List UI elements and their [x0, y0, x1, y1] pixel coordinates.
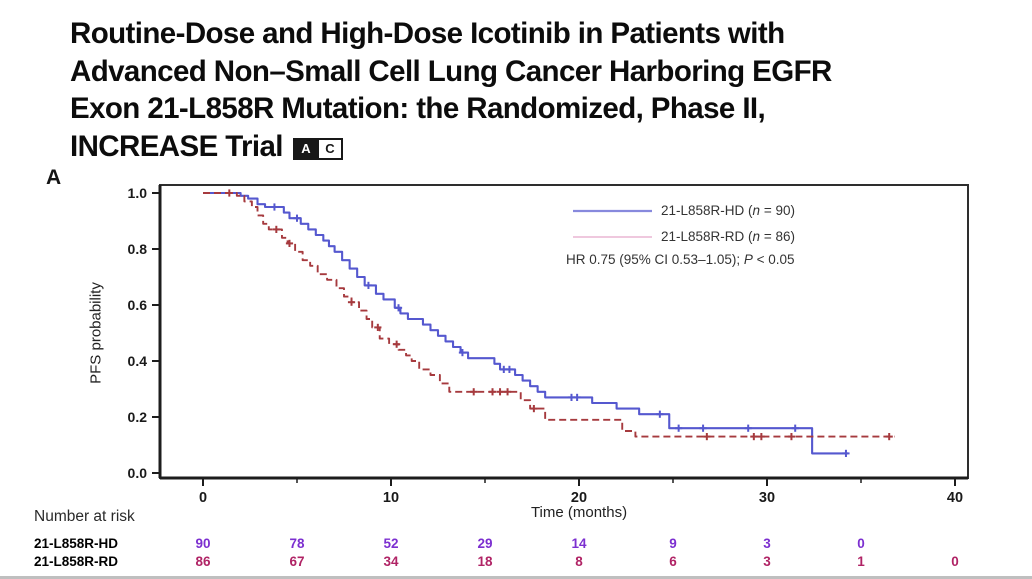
citation-badge-icon: C: [316, 139, 341, 158]
y-tick-label: 0.6: [128, 297, 148, 313]
at-risk-value: 6: [669, 554, 677, 569]
x-tick-label: 0: [199, 490, 207, 506]
title-line-2: Advanced Non–Small Cell Lung Cancer Harb…: [70, 54, 832, 88]
hazard-ratio-annotation: HR 0.75 (95% CI 0.53–1.05); P < 0.05: [566, 252, 795, 267]
at-risk-value: 90: [195, 536, 211, 551]
at-risk-value: 52: [383, 536, 399, 551]
abstract-badge-icon: A: [294, 139, 317, 158]
number-at-risk-title: Number at risk: [34, 508, 135, 525]
at-risk-value: 9: [669, 536, 677, 551]
legend-label-rd: 21-L858R-RD (n = 86): [661, 229, 795, 244]
at-risk-value: 8: [575, 554, 583, 569]
at-risk-value: 3: [763, 554, 771, 569]
y-tick-label: 0.8: [128, 241, 148, 257]
at-risk-value: 1: [857, 554, 865, 569]
at-risk-value: 3: [763, 536, 771, 551]
at-risk-value: 78: [289, 536, 305, 551]
title-line-1: Routine-Dose and High-Dose Icotinib in P…: [70, 17, 785, 50]
slide-bottom-edge: [0, 576, 1032, 579]
at-risk-value: 0: [951, 554, 959, 569]
at-risk-value: 34: [383, 554, 399, 569]
x-tick-label: 10: [383, 490, 399, 506]
x-tick-label: 30: [759, 490, 775, 506]
slide-title: Routine-Dose and High-Dose Icotinib in P…: [70, 15, 1000, 165]
x-tick-label: 20: [571, 490, 587, 506]
y-axis-title: PFS probability: [87, 282, 105, 384]
x-tick-label: 40: [947, 490, 963, 506]
y-tick-label: 0.0: [128, 465, 148, 481]
title-line-3: Exon 21-L858R Mutation: the Randomized, …: [70, 92, 766, 125]
title-line-4-text: INCREASE Trial: [70, 129, 284, 163]
y-tick-label: 0.4: [128, 353, 148, 369]
panel-a-label: A: [46, 166, 63, 189]
at-risk-row-label-hd: 21-L858R-HD: [34, 536, 119, 551]
at-risk-value: 0: [857, 536, 865, 551]
y-tick-label: 1.0: [128, 185, 148, 201]
x-axis-title: Time (months): [530, 504, 628, 521]
at-risk-row-label-rd: 21-L858R-RD: [34, 554, 119, 569]
title-line-4: INCREASE Trial A C: [70, 128, 1000, 166]
km-curve-21-l858r-hd: [203, 191, 848, 455]
at-risk-value: 86: [195, 554, 211, 569]
legend-label-hd: 21-L858R-HD (n = 90): [661, 203, 795, 218]
y-tick-label: 0.2: [128, 409, 148, 425]
at-risk-value: 14: [571, 536, 587, 551]
at-risk-value: 67: [289, 554, 305, 569]
km-curve-21-l858r-rd: [203, 192, 895, 438]
at-risk-value: 29: [477, 536, 493, 551]
at-risk-value: 18: [477, 554, 493, 569]
